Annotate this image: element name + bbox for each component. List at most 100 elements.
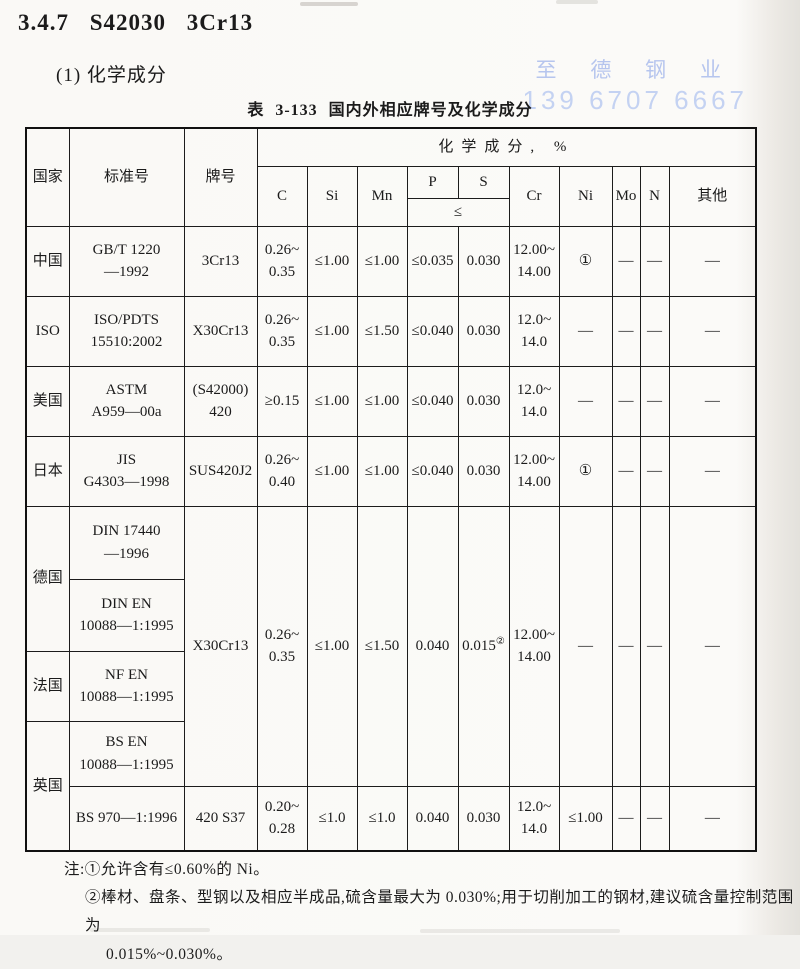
header-element-cr: Cr: [508, 165, 560, 227]
header-element-si: Si: [306, 165, 358, 227]
header-element-c: C: [256, 165, 308, 227]
table-cell: X30Cr13: [183, 295, 258, 367]
table-cell: —: [639, 785, 670, 852]
footnotes: 注:①允许含有≤0.60%的 Ni。 ②棒材、盘条、型钢以及相应半成品,硫含量最…: [0, 856, 800, 969]
table-cell: —: [611, 435, 641, 507]
table-cell: ≤0.035: [406, 225, 459, 297]
table-cell: —: [558, 295, 613, 367]
table-cell: ≤1.0: [306, 785, 358, 852]
scan-artifact: [420, 929, 620, 933]
header-element-mo: Mo: [611, 165, 641, 227]
table-cell: —: [611, 295, 641, 367]
table-cell: ≥0.15: [256, 365, 308, 437]
footnote-ref-icon: ②: [495, 635, 505, 647]
table-cell: 12.0~ 14.0: [508, 365, 560, 437]
table-cell: ①: [558, 225, 613, 297]
footnote-2-continued: 0.015%~0.030%。: [106, 945, 233, 963]
table-cell: 0.26~ 0.35: [256, 225, 308, 297]
table-cell: X30Cr13: [183, 505, 258, 787]
table-cell: —: [639, 295, 670, 367]
table-cell: 0.030: [457, 295, 510, 367]
table-cell: —: [668, 295, 757, 367]
header-composition: 化学成分, %: [256, 127, 757, 167]
table-cell: —: [639, 435, 670, 507]
header-element-s: S: [457, 165, 510, 199]
table-row: DIN EN 10088—1:1995: [26, 578, 756, 652]
table-cell: 法国: [25, 650, 70, 722]
table-cell: —: [611, 365, 641, 437]
table-cell: DIN 17440 —1996: [68, 505, 185, 580]
table-cell: 0.030: [457, 435, 510, 507]
table-cell: —: [668, 365, 757, 437]
header-country: 国家: [25, 127, 70, 227]
table-cell: ≤1.00: [356, 225, 408, 297]
table-cell: 12.00~ 14.00: [508, 225, 560, 297]
table-cell: 0.26~ 0.40: [256, 435, 308, 507]
sub-section-heading: (1) 化学成分: [56, 65, 167, 86]
header-element-other: 其他: [668, 165, 757, 227]
table-cell: ≤0.040: [406, 295, 459, 367]
table-cell: ≤1.00: [306, 505, 358, 787]
table-cell: ≤1.00: [306, 435, 358, 507]
table-cell: 美国: [25, 365, 70, 437]
table-cell: 0.040: [406, 505, 459, 787]
header-ps-limit: ≤: [406, 197, 510, 227]
table-cell: DIN EN 10088—1:1995: [68, 578, 185, 652]
table-cell: ≤1.50: [356, 295, 408, 367]
table-cell: —: [668, 435, 757, 507]
table-cell: 0.26~ 0.35: [256, 295, 308, 367]
table-cell: —: [611, 225, 641, 297]
table-cell: BS EN 10088—1:1995: [68, 720, 185, 787]
table-cell: —: [668, 225, 757, 297]
table-cell: 12.00~ 14.00: [508, 435, 560, 507]
table-cell: ISO: [25, 295, 70, 367]
table-cell: —: [668, 785, 757, 852]
table-cell: 12.0~ 14.0: [508, 785, 560, 852]
table-cell: —: [639, 225, 670, 297]
footnote-2: ②棒材、盘条、型钢以及相应半成品,硫含量最大为 0.030%;用于切削加工的钢材…: [85, 889, 794, 935]
table-row: 美国 ASTM A959—00a (S42000) 420 ≥0.15 ≤1.00 ≤1.…: [25, 365, 757, 437]
table-cell: ISO/PDTS 15510:2002: [68, 295, 185, 367]
footnote-1: 注:①允许含有≤0.60%的 Ni。: [64, 861, 270, 878]
table-cell: (S42000) 420: [183, 365, 258, 437]
scan-artifact: [556, 0, 598, 4]
table-row: BS 970—1:1996 420 S37 0.20~ 0.28 ≤1.0 ≤1.0 0.…: [26, 785, 757, 852]
table-cell: ≤1.00: [306, 295, 358, 367]
table-cell: 0.015②: [457, 505, 510, 787]
header-element-n: N: [639, 165, 670, 227]
table-cell: BS 970—1:1996: [68, 785, 185, 852]
header-standard: 标准号: [68, 127, 185, 227]
table-cell: SUS420J2: [183, 435, 258, 507]
table-cell: ≤1.00: [306, 225, 358, 297]
table-cell: 德国: [25, 505, 70, 652]
header-grade: 牌号: [183, 127, 258, 227]
table-cell: NF EN 10088—1:1995: [68, 650, 185, 722]
composition-table: 国家 标准号 牌号 化学成分, % C Si Mn P S Cr Ni Mo N…: [25, 127, 758, 852]
table-cell: 0.030: [457, 225, 510, 297]
table-cell: ≤1.00: [306, 365, 358, 437]
table-title: 表 3-133 国内外相应牌号及化学成分: [247, 102, 533, 119]
section-heading: 3.4.7 S42030 3Cr13: [18, 10, 254, 35]
table-cell: ≤1.00: [356, 435, 408, 507]
table-row: ISO ISO/PDTS 15510:2002 X30Cr13 0.26~ 0.35 ≤…: [25, 295, 757, 367]
table-cell: 12.00~ 14.00: [508, 505, 560, 787]
table-cell: 420 S37: [183, 785, 258, 852]
table-cell: 中国: [25, 225, 70, 297]
header-element-p: P: [406, 165, 459, 199]
table-cell: —: [611, 785, 641, 852]
table-row: 德国 DIN 17440 —1996 X30Cr13 0.26~ 0.35 ≤1.00 ≤…: [25, 505, 757, 787]
table-cell: ≤1.00: [356, 365, 408, 437]
table-cell: —: [558, 505, 613, 787]
table-cell: 0.030: [457, 365, 510, 437]
table-cell: 0.20~ 0.28: [256, 785, 308, 852]
table-cell: —: [558, 365, 613, 437]
table-cell: ≤0.040: [406, 435, 459, 507]
table-cell: ≤1.00: [558, 785, 613, 852]
table-cell: 英国: [25, 720, 70, 852]
table-cell: —: [639, 365, 670, 437]
table-row: 中国 GB/T 1220 —1992 3Cr13 0.26~ 0.35 ≤1.00 ≤1.…: [25, 225, 757, 297]
table-cell: —: [668, 505, 757, 787]
table-cell: ≤0.040: [406, 365, 459, 437]
table-cell: 日本: [25, 435, 70, 507]
table-cell: 0.040: [406, 785, 459, 852]
